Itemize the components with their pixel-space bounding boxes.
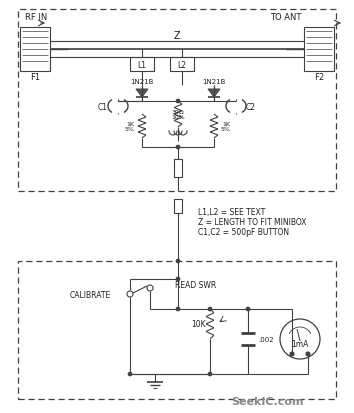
Circle shape bbox=[176, 146, 180, 150]
Text: 39Ω
10%: 39Ω 10% bbox=[171, 109, 185, 120]
Circle shape bbox=[208, 307, 212, 311]
Polygon shape bbox=[208, 90, 220, 98]
Bar bbox=[174, 159, 182, 178]
Bar bbox=[304, 28, 334, 72]
Polygon shape bbox=[136, 90, 148, 98]
Circle shape bbox=[176, 259, 180, 263]
Text: RF IN: RF IN bbox=[25, 12, 47, 21]
Bar bbox=[20, 28, 50, 72]
Circle shape bbox=[290, 352, 294, 356]
Circle shape bbox=[176, 100, 180, 104]
Text: 1N21B: 1N21B bbox=[202, 79, 226, 85]
Text: SeekIC.com: SeekIC.com bbox=[232, 396, 304, 406]
Text: Z: Z bbox=[174, 31, 180, 41]
Text: L2: L2 bbox=[177, 60, 187, 69]
Text: F1: F1 bbox=[30, 74, 40, 82]
Text: 10K: 10K bbox=[192, 320, 206, 329]
Text: Z = LENGTH TO FIT MINIBOX: Z = LENGTH TO FIT MINIBOX bbox=[198, 218, 307, 227]
Text: CALIBRATE: CALIBRATE bbox=[69, 290, 111, 299]
Text: 1K
5%: 1K 5% bbox=[221, 121, 231, 132]
Bar bbox=[18, 261, 336, 399]
Text: 1mA: 1mA bbox=[291, 339, 309, 349]
Circle shape bbox=[176, 307, 180, 311]
Text: READ SWR: READ SWR bbox=[175, 280, 216, 289]
Text: L1: L1 bbox=[137, 60, 147, 69]
Text: TO ANT: TO ANT bbox=[270, 12, 301, 21]
Bar bbox=[170, 58, 194, 72]
Circle shape bbox=[280, 319, 320, 359]
Circle shape bbox=[176, 277, 180, 281]
Circle shape bbox=[128, 372, 132, 376]
Text: L1,L2 = SEE TEXT: L1,L2 = SEE TEXT bbox=[198, 208, 265, 217]
Circle shape bbox=[147, 285, 153, 291]
Bar bbox=[130, 58, 154, 72]
Circle shape bbox=[127, 291, 133, 297]
Text: C2: C2 bbox=[246, 102, 256, 111]
Text: C1: C1 bbox=[98, 102, 108, 111]
Circle shape bbox=[246, 307, 250, 311]
Bar bbox=[18, 10, 336, 192]
Circle shape bbox=[306, 352, 310, 356]
Text: F2: F2 bbox=[314, 74, 324, 82]
Text: 1K
5%: 1K 5% bbox=[125, 121, 135, 132]
Circle shape bbox=[208, 372, 212, 376]
Text: C1,C2 = 500pF BUTTON: C1,C2 = 500pF BUTTON bbox=[198, 228, 289, 237]
Text: 1N21B: 1N21B bbox=[130, 79, 154, 85]
Bar bbox=[174, 199, 182, 214]
Text: .002: .002 bbox=[258, 336, 274, 342]
